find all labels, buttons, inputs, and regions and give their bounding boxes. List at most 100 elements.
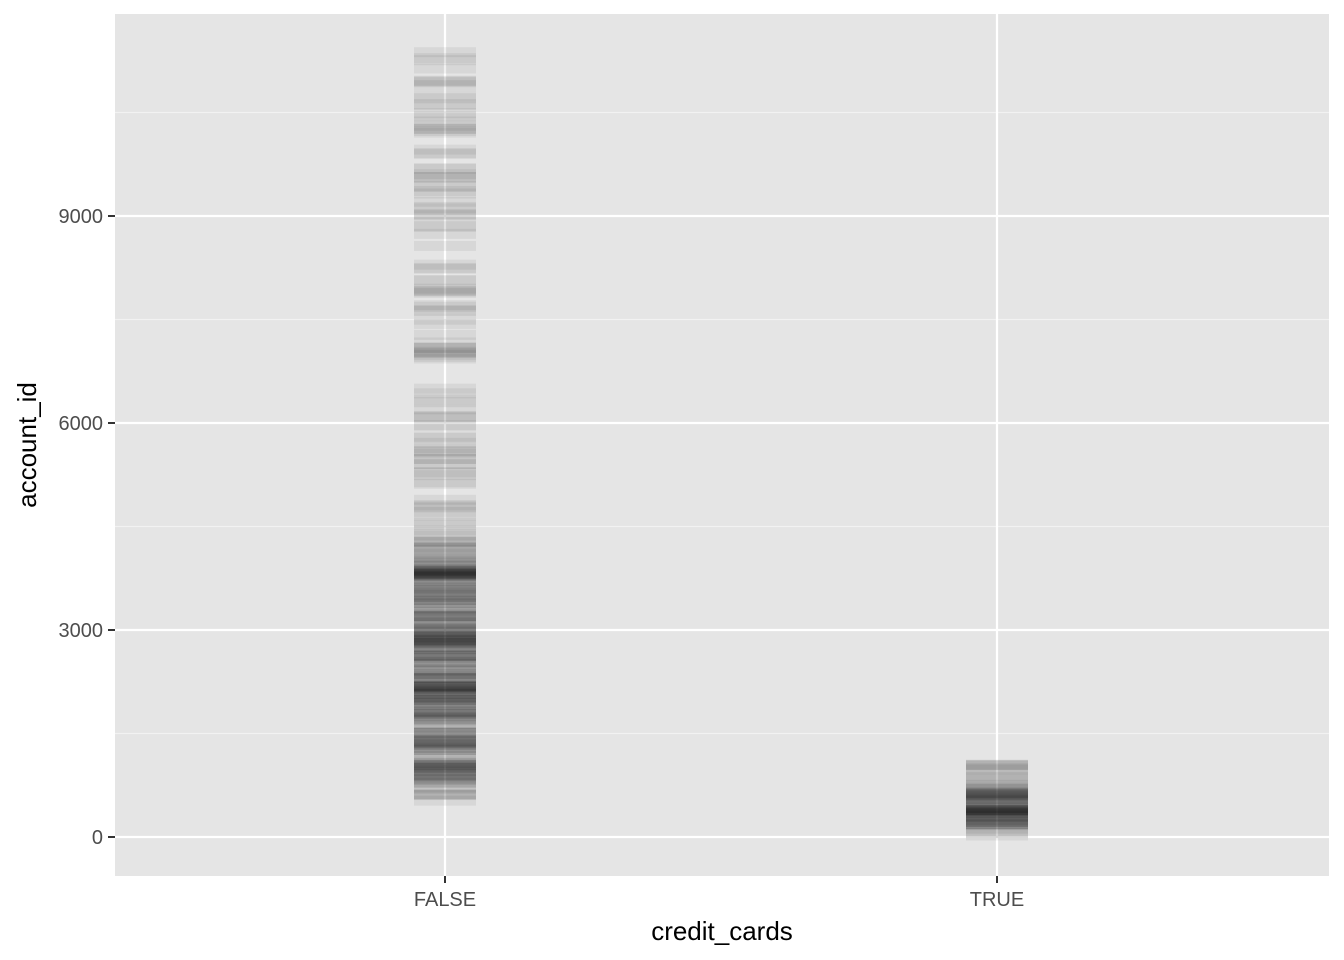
data-point: [414, 467, 476, 478]
data-point: [414, 437, 476, 448]
data-point: [414, 745, 476, 756]
data-point: [414, 478, 476, 489]
data-point: [414, 275, 476, 286]
data-point: [414, 564, 476, 575]
data-point: [966, 788, 1028, 799]
data-point: [414, 388, 476, 399]
data-point: [414, 681, 476, 692]
data-point: [414, 732, 476, 743]
data-point: [414, 795, 476, 806]
data-point: [414, 635, 476, 646]
data-point: [414, 549, 476, 560]
data-point: [414, 569, 476, 580]
data-point: [966, 816, 1028, 827]
data-point: [414, 643, 476, 654]
data-point: [414, 567, 476, 578]
data-point: [414, 536, 476, 547]
data-point: [966, 793, 1028, 804]
data-point: [414, 397, 476, 408]
data-point: [414, 760, 476, 771]
data-point: [414, 548, 476, 559]
data-point: [414, 681, 476, 692]
data-point: [966, 819, 1028, 830]
data-point: [414, 689, 476, 700]
data-point: [414, 763, 476, 774]
data-point: [966, 795, 1028, 806]
data-point: [966, 760, 1028, 771]
data-point: [414, 556, 476, 567]
data-point: [414, 306, 476, 317]
data-point: [966, 792, 1028, 803]
data-point: [414, 611, 476, 622]
data-point: [414, 719, 476, 730]
data-point: [414, 697, 476, 708]
data-point: [414, 314, 476, 325]
data-point: [414, 651, 476, 662]
data-point: [414, 585, 476, 596]
data-point: [966, 830, 1028, 841]
data-point: [414, 619, 476, 630]
data-point: [966, 811, 1028, 822]
data-point: [966, 809, 1028, 820]
data-point: [966, 789, 1028, 800]
data-point: [414, 630, 476, 641]
data-point: [414, 669, 476, 680]
data-point: [414, 147, 476, 158]
data-point: [414, 707, 476, 718]
data-point: [414, 782, 476, 793]
data-point: [414, 618, 476, 629]
data-point: [414, 640, 476, 651]
data-point: [414, 80, 476, 91]
data-point: [966, 782, 1028, 793]
data-point: [966, 760, 1028, 771]
data-point: [966, 802, 1028, 813]
data-point: [414, 543, 476, 554]
data-point: [414, 494, 476, 505]
data-point: [414, 736, 476, 747]
data-point: [414, 584, 476, 595]
data-point: [414, 639, 476, 650]
data-point: [414, 421, 476, 432]
data-point: [414, 519, 476, 530]
data-point: [414, 738, 476, 749]
data-point: [414, 506, 476, 517]
data-point: [414, 681, 476, 692]
data-point: [414, 652, 476, 663]
data-point: [966, 818, 1028, 829]
data-point: [414, 647, 476, 658]
data-point: [414, 759, 476, 770]
data-point: [966, 803, 1028, 814]
data-point: [414, 575, 476, 586]
data-point: [966, 815, 1028, 826]
data-point: [414, 637, 476, 648]
data-point: [414, 404, 476, 415]
data-point: [414, 739, 476, 750]
data-point: [414, 712, 476, 723]
data-point: [414, 410, 476, 421]
data-point: [414, 642, 476, 653]
data-point: [414, 592, 476, 603]
data-point: [414, 790, 476, 801]
data-point: [414, 673, 476, 684]
data-point: [966, 799, 1028, 810]
data-point: [966, 818, 1028, 829]
data-point: [414, 635, 476, 646]
data-point: [414, 53, 476, 64]
data-point: [966, 810, 1028, 821]
y-tick-label: 0: [92, 827, 103, 849]
data-point: [966, 783, 1028, 794]
data-point: [966, 801, 1028, 812]
data-point: [414, 658, 476, 669]
data-point: [414, 555, 476, 566]
data-point: [414, 681, 476, 692]
data-point: [414, 529, 476, 540]
data-point: [966, 772, 1028, 783]
data-point: [414, 715, 476, 726]
data-point: [414, 283, 476, 294]
data-point: [966, 804, 1028, 815]
data-point: [414, 565, 476, 576]
data-point: [414, 542, 476, 553]
data-point: [414, 288, 476, 299]
data-point: [414, 657, 476, 668]
data-point: [414, 611, 476, 622]
